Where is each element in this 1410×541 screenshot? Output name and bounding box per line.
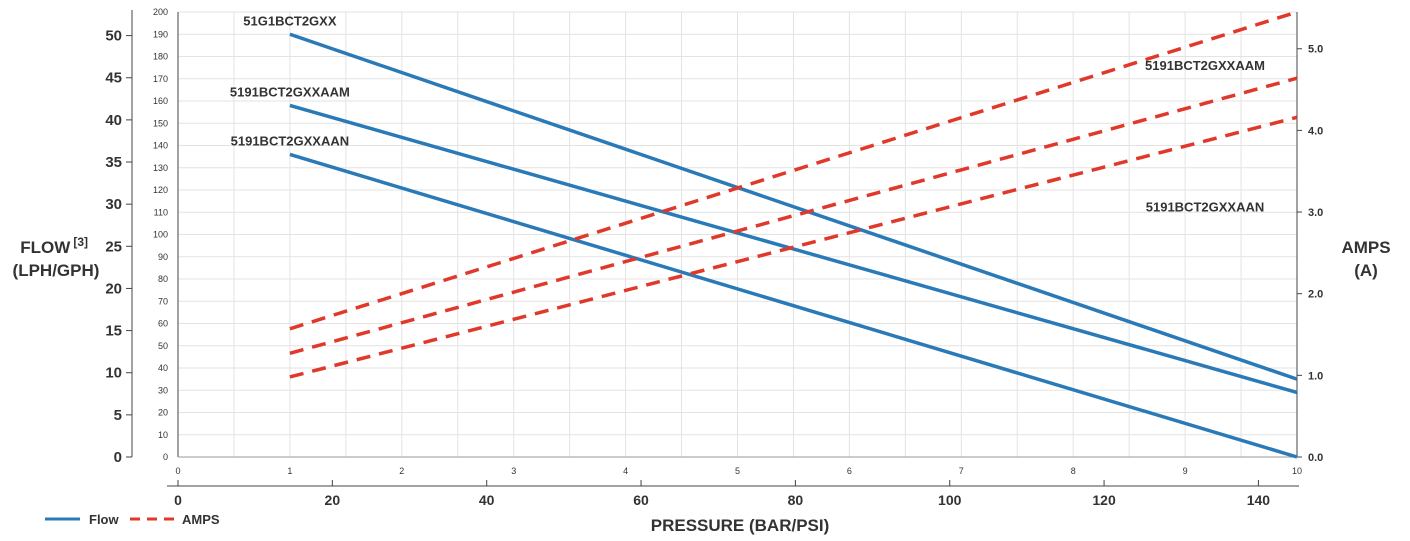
tick-label-lph: 10 (158, 430, 168, 440)
tick-label-lph: 30 (158, 385, 168, 395)
tick-label-lph: 120 (153, 185, 168, 195)
legend: Flow AMPS (45, 512, 220, 527)
amps-axis-units: (A) (1354, 261, 1378, 280)
tick-label-amps: 0.0 (1308, 452, 1323, 464)
tick-label-lph: 150 (153, 118, 168, 128)
tick-label-lph: 100 (153, 230, 168, 240)
tick-label-psi: 0 (174, 492, 182, 508)
tick-label-lph: 110 (154, 207, 168, 217)
tick-label-bar: 1 (287, 466, 292, 476)
series-label-flow: 51G1BCT2GXX (243, 13, 337, 28)
tick-label-gph: 0 (114, 449, 122, 466)
tick-label-lph: 20 (158, 408, 168, 418)
tick-label-lph: 130 (153, 163, 168, 173)
tick-label-lph: 160 (153, 96, 168, 106)
tick-label-bar: 2 (399, 466, 404, 476)
tick-label-lph: 60 (158, 319, 168, 329)
tick-label-amps: 3.0 (1308, 207, 1323, 219)
tick-label-gph: 40 (105, 112, 122, 129)
series-line-flow (289, 152, 1298, 459)
tick-label-lph: 0 (163, 452, 168, 462)
tick-label-lph: 200 (153, 7, 168, 17)
tick-label-bar: 5 (735, 466, 740, 476)
pressure-axis-title: PRESSURE (BAR/PSI) (651, 516, 830, 535)
tick-label-gph: 5 (114, 407, 122, 424)
tick-label-lph: 180 (153, 52, 168, 62)
tick-label-psi: 20 (325, 492, 341, 508)
tick-label-psi: 120 (1092, 492, 1116, 508)
series-line-amps (289, 10, 1298, 331)
flow-axis-title-sup: [3] (73, 235, 88, 249)
tick-label-gph: 25 (105, 238, 122, 255)
tick-label-bar: 4 (623, 466, 628, 476)
tick-label-bar: 3 (511, 466, 516, 476)
tick-label-lph: 90 (158, 252, 168, 262)
tick-label-gph: 20 (105, 280, 122, 297)
series-label-flow: 5191BCT2GXXAAN (231, 133, 350, 148)
tick-label-amps: 4.0 (1308, 125, 1323, 137)
tick-label-amps: 1.0 (1308, 370, 1323, 382)
tick-label-gph: 30 (105, 196, 122, 213)
tick-label-gph: 35 (105, 154, 122, 171)
flow-axis-title: FLOW [3] (20, 235, 88, 257)
legend-flow-label: Flow (89, 512, 119, 527)
series-label-amps: 5191BCT2GXXAAN (1146, 199, 1265, 214)
axes (126, 10, 1302, 487)
flow-axis-units: (LPH/GPH) (13, 261, 100, 280)
tick-label-gph: 50 (105, 28, 122, 45)
tick-label-amps: 5.0 (1308, 44, 1323, 56)
tick-label-psi: 140 (1247, 492, 1271, 508)
tick-label-lph: 40 (158, 363, 168, 373)
series-labels: 51G1BCT2GXX 5191BCT2GXXAAM 5191BCT2GXXAAN 5… (230, 13, 1265, 214)
tick-label-psi: 80 (788, 492, 804, 508)
tick-label-lph: 190 (153, 29, 168, 39)
tick-label-lph: 170 (153, 74, 168, 84)
series-label-flow: 5191BCT2GXXAAM (230, 84, 350, 99)
tick-label-psi: 60 (633, 492, 649, 508)
tick-label-lph: 50 (158, 341, 168, 351)
tick-label-gph: 45 (105, 70, 122, 87)
tick-label-gph: 15 (105, 323, 122, 340)
series-label-amps: 5191BCT2GXXAAM (1145, 58, 1265, 73)
tick-label-amps: 2.0 (1308, 289, 1323, 301)
tick-label-bar: 8 (1071, 466, 1076, 476)
tick-label-psi: 100 (938, 492, 962, 508)
tick-labels: 0 1 2 3 4 5 6 7 8 9 100102030405060708090100110120… (105, 7, 1323, 508)
tick-label-bar: 7 (959, 466, 964, 476)
flow-axis-title-main: FLOW (20, 238, 71, 257)
tick-label-gph: 10 (105, 365, 122, 382)
tick-label-lph: 140 (153, 141, 168, 151)
amps-axis-title: AMPS (1341, 238, 1390, 257)
tick-label-bar: 6 (847, 466, 852, 476)
series-line-amps (289, 115, 1298, 379)
tick-label-lph: 70 (158, 296, 168, 306)
series-lines (289, 10, 1298, 459)
tick-label-psi: 40 (479, 492, 495, 508)
tick-label-bar: 10 (1292, 466, 1302, 476)
tick-label-bar: 0 (175, 466, 180, 476)
tick-label-lph: 80 (158, 274, 168, 284)
series-line-flow (289, 32, 1298, 381)
legend-amps-label: AMPS (182, 512, 220, 527)
tick-label-bar: 9 (1183, 466, 1188, 476)
series-line-amps (289, 76, 1298, 355)
